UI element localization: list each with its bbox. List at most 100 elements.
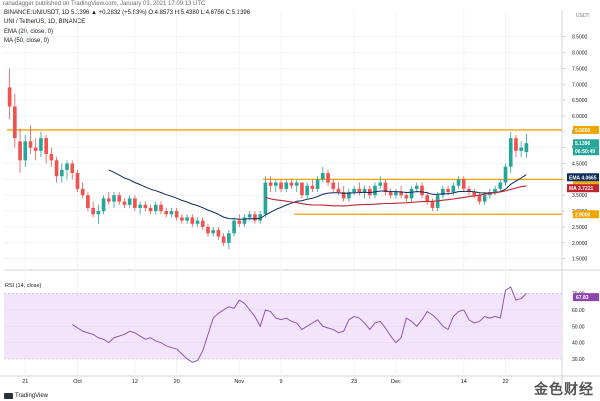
candle-body <box>274 182 278 186</box>
rsi-tick-label: 40.00 <box>572 341 585 347</box>
rsi-tag-label: 67.83 <box>576 295 589 301</box>
price-tick-label: 3.5000 <box>572 193 588 199</box>
candle-body <box>503 166 508 183</box>
candle <box>425 192 430 205</box>
candle <box>206 223 210 237</box>
candle <box>91 201 95 218</box>
candle <box>467 185 471 196</box>
candle <box>80 182 85 199</box>
candle <box>420 182 424 199</box>
candle <box>200 217 205 231</box>
candle-body <box>33 147 38 151</box>
candle <box>367 185 372 199</box>
candle <box>195 217 200 227</box>
price-tick-label: 4.5000 <box>572 162 588 168</box>
candle <box>315 176 320 193</box>
candle-body <box>409 188 414 199</box>
candle <box>263 176 268 218</box>
candle-body <box>200 220 205 227</box>
candle-body <box>59 169 64 177</box>
time-tick-label: Oct <box>73 379 82 385</box>
time-tick-label: 21 <box>22 379 28 385</box>
candle <box>232 217 236 237</box>
candle-body <box>268 182 273 186</box>
candle <box>180 214 184 224</box>
candle <box>503 163 508 186</box>
price-tick-label: 1.5000 <box>572 257 588 263</box>
candle-body <box>206 226 210 234</box>
candle <box>519 141 523 158</box>
candle-body <box>65 163 69 170</box>
candle <box>44 134 48 164</box>
price-tag: MA 3.7221 <box>567 184 599 193</box>
time-tick-label: 9 <box>280 379 283 385</box>
candle-body <box>122 201 127 205</box>
price-tag-bg <box>573 139 599 148</box>
candle <box>86 192 90 212</box>
candle <box>258 211 262 224</box>
candle <box>336 182 341 196</box>
candle <box>143 201 148 212</box>
time-tick-label: 23 <box>351 379 357 385</box>
candle <box>305 182 309 199</box>
candle-body <box>263 182 268 215</box>
candle-body <box>80 188 85 196</box>
candle <box>274 179 278 193</box>
candle <box>326 169 330 186</box>
price-tag-bg <box>573 125 599 134</box>
candle <box>404 192 409 202</box>
candle-body <box>7 87 12 107</box>
candle-body <box>514 138 518 151</box>
candle <box>268 176 273 193</box>
candle-body <box>185 217 189 221</box>
rsi-panel: RSI (14, close) <box>4 283 562 363</box>
candle-body <box>23 141 28 161</box>
candle-body <box>216 230 221 237</box>
time-tick-label: Dec <box>391 379 401 385</box>
candle <box>409 185 414 202</box>
candle <box>508 131 513 174</box>
candle-body <box>461 179 466 189</box>
candle <box>65 160 69 180</box>
candle-body <box>378 182 383 186</box>
candle-body <box>101 198 106 212</box>
candle <box>383 179 388 196</box>
candle-body <box>383 182 388 193</box>
ema-legend[interactable]: EMA (20, close, 0) <box>4 28 53 36</box>
candle <box>28 125 33 155</box>
candle-body <box>305 185 309 196</box>
ma-series <box>265 185 527 207</box>
candle-body <box>430 201 435 208</box>
candle-body <box>425 195 430 202</box>
candle <box>159 201 163 215</box>
candle-body <box>362 188 367 193</box>
time-tick-label: Nov <box>234 379 244 385</box>
candle-body <box>106 198 111 202</box>
candle-body <box>456 179 461 186</box>
candle-body <box>117 195 122 202</box>
candle-body <box>399 192 403 196</box>
candle-body <box>414 185 419 189</box>
candle-body <box>169 211 174 215</box>
candle <box>221 233 226 246</box>
rsi-tag: 67.83 <box>573 293 599 302</box>
candle-body <box>352 188 356 193</box>
candle <box>18 128 22 174</box>
candle-body <box>498 182 503 189</box>
candle-body <box>44 138 48 155</box>
watermark: 金色财经 <box>534 381 594 397</box>
candle-body <box>435 195 440 208</box>
tradingview-footer[interactable]: TradingView <box>4 393 48 399</box>
candle <box>289 179 294 189</box>
price-tick-label: 6.0000 <box>572 114 588 120</box>
candle-body <box>493 188 497 193</box>
candle <box>54 157 59 183</box>
candle-body <box>315 179 320 189</box>
candle <box>70 160 75 180</box>
candle <box>357 182 362 196</box>
ma-legend[interactable]: MA (50, close, 0) <box>4 37 49 45</box>
candle <box>169 207 174 218</box>
candle-body <box>451 185 456 193</box>
candle <box>284 179 289 193</box>
